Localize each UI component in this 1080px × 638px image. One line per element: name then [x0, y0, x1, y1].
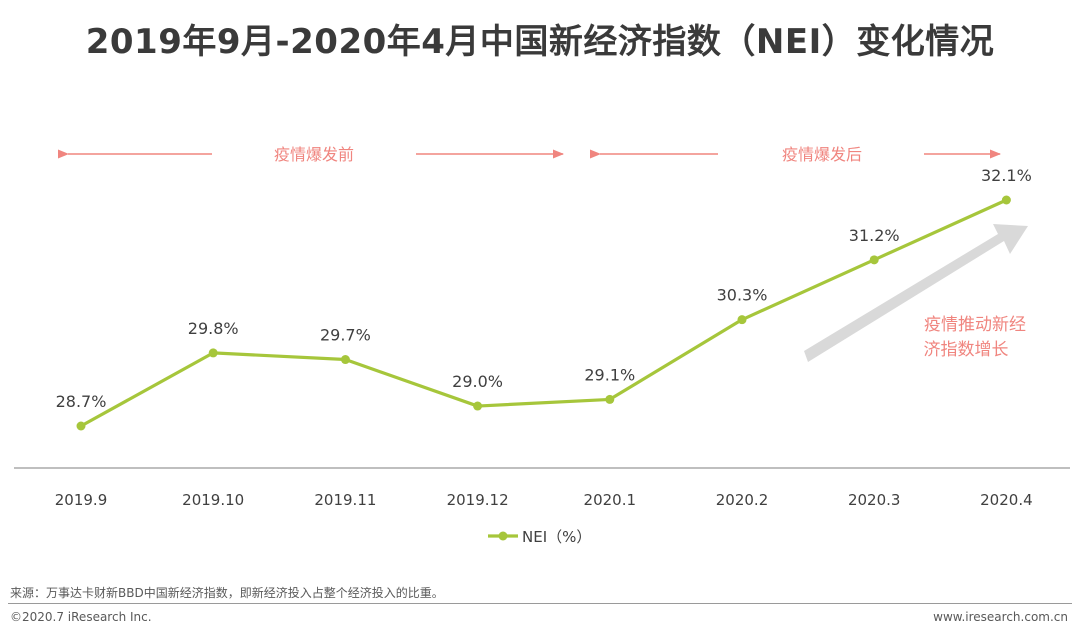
- data-label: 29.1%: [584, 365, 635, 384]
- x-tick-label: 2019.10: [182, 491, 244, 509]
- data-point: [737, 315, 747, 325]
- data-point: [208, 348, 218, 358]
- data-point: [605, 394, 615, 404]
- x-tick-label: 2020.2: [716, 491, 769, 509]
- legend-swatch-marker: [498, 531, 508, 541]
- nei-series-line: [80, 198, 1008, 428]
- data-label: 31.2%: [849, 226, 900, 245]
- x-tick-label: 2019.12: [447, 491, 509, 509]
- data-point: [1001, 195, 1011, 205]
- data-point: [869, 255, 879, 265]
- annotation-after: 疫情爆发后: [782, 145, 862, 164]
- website-url: www.iresearch.com.cn: [933, 610, 1068, 624]
- source-note: 来源：万事达卡财新BBD中国新经济指数，即新经济投入占整个经济投入的比重。: [10, 586, 444, 600]
- x-tick-label: 2020.4: [980, 491, 1033, 509]
- legend-label: NEI（%）: [522, 528, 591, 546]
- data-label: 29.8%: [188, 319, 239, 338]
- data-point: [76, 421, 86, 431]
- x-tick-label: 2020.3: [848, 491, 901, 509]
- data-label: 29.0%: [452, 372, 503, 391]
- x-tick-label: 2019.9: [55, 491, 108, 509]
- data-point: [340, 355, 350, 365]
- data-label: 30.3%: [717, 286, 768, 305]
- chart-title: 2019年9月-2020年4月中国新经济指数（NEI）变化情况: [85, 22, 995, 62]
- annotation-before: 疫情爆发前: [274, 145, 354, 164]
- trend-arrow: [804, 224, 1028, 362]
- data-point: [473, 401, 483, 411]
- x-tick-label: 2020.1: [584, 491, 637, 509]
- annotation-trend-line-1: 疫情推动新经: [924, 315, 1026, 335]
- data-label: 29.7%: [320, 326, 371, 345]
- x-tick-label: 2019.11: [314, 491, 376, 509]
- data-label: 32.1%: [981, 166, 1032, 185]
- annotation-trend-line-2: 济指数增长: [924, 340, 1009, 360]
- footer-divider: [8, 603, 1072, 604]
- data-label: 28.7%: [56, 392, 107, 411]
- copyright-text: ©2020.7 iResearch Inc.: [10, 610, 152, 624]
